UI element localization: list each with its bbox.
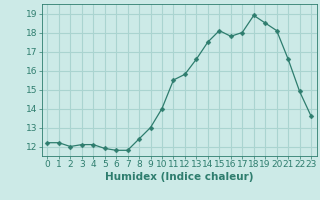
X-axis label: Humidex (Indice chaleur): Humidex (Indice chaleur): [105, 172, 253, 182]
